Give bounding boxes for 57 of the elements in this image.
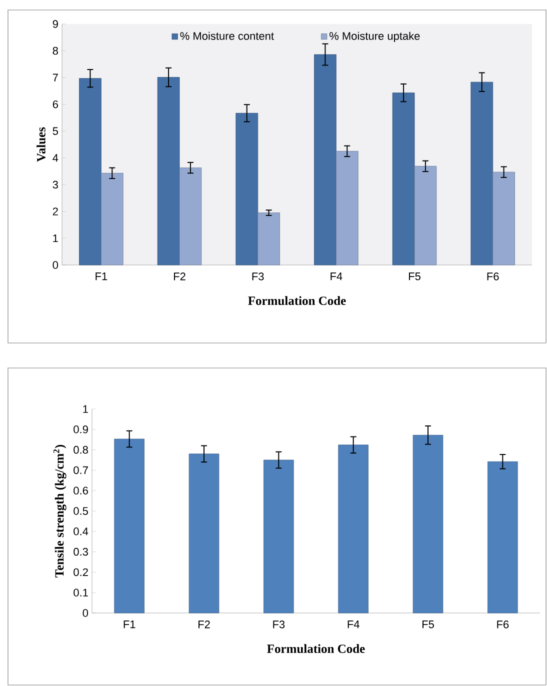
x-axis-title: Formulation Code (267, 644, 365, 654)
bar (157, 77, 180, 266)
x-axis-title: Formulation Code (248, 296, 346, 306)
y-tick-label: 1 (83, 405, 88, 413)
x-tick-label: F1 (124, 620, 136, 628)
legend-label: % Moisture content (180, 32, 274, 40)
y-axis-title: Tensile strength (kg/cm$^{2}$) (53, 444, 66, 578)
y-tick-label: 0.2 (74, 568, 88, 576)
bar (264, 460, 294, 614)
x-tick-label: F6 (497, 620, 509, 628)
x-tick-label: F5 (408, 272, 420, 280)
bar (100, 172, 124, 266)
x-tick-label: F5 (422, 620, 434, 628)
y-tick-label: 9 (52, 20, 58, 28)
y-tick-label: 0.3 (74, 548, 88, 556)
y-tick-label: 0.1 (74, 588, 88, 596)
bar (314, 54, 336, 266)
y-tick-label: 2 (52, 208, 58, 216)
x-tick-label: F2 (198, 620, 210, 628)
bar (414, 166, 437, 266)
x-tick-label: F4 (348, 620, 360, 628)
y-tick-label: 3 (52, 180, 58, 189)
x-tick-label: F6 (487, 272, 499, 280)
bar (188, 454, 220, 614)
legend-label: % Moisture uptake (330, 32, 420, 42)
y-axis-title: Values (36, 127, 46, 162)
y-tick-label: 0 (82, 609, 88, 617)
y-tick-label: 0 (52, 261, 58, 269)
bar (114, 438, 144, 614)
bar (470, 82, 494, 266)
bar (236, 112, 258, 266)
x-tick-label: F3 (252, 272, 264, 280)
y-tick-label: 0.5 (74, 507, 88, 515)
y-tick-label: 7 (52, 74, 58, 82)
y-tick-label: 8 (52, 46, 58, 55)
y-tick-label: 0.8 (74, 446, 88, 454)
bar (336, 150, 358, 266)
bar (412, 434, 444, 614)
x-tick-label: F4 (330, 272, 342, 280)
bar (79, 78, 102, 266)
y-tick-label: 5 (52, 127, 58, 135)
x-tick-label: F1 (96, 272, 108, 280)
y-tick-label: 0.4 (74, 528, 88, 536)
y-tick-label: 0.9 (74, 426, 88, 434)
y-tick-label: 6 (52, 100, 58, 108)
bar (392, 92, 415, 266)
x-tick-label: F2 (174, 272, 186, 280)
y-tick-label: 1 (53, 234, 58, 242)
bar (492, 172, 515, 266)
x-tick-label: F3 (273, 620, 285, 628)
y-tick-label: 4 (52, 154, 58, 162)
bar (488, 461, 518, 614)
bar (258, 212, 280, 266)
bar (338, 444, 368, 614)
y-tick-label: 0.6 (74, 486, 88, 494)
bar (179, 168, 202, 266)
y-tick-label: 0.7 (74, 466, 88, 474)
